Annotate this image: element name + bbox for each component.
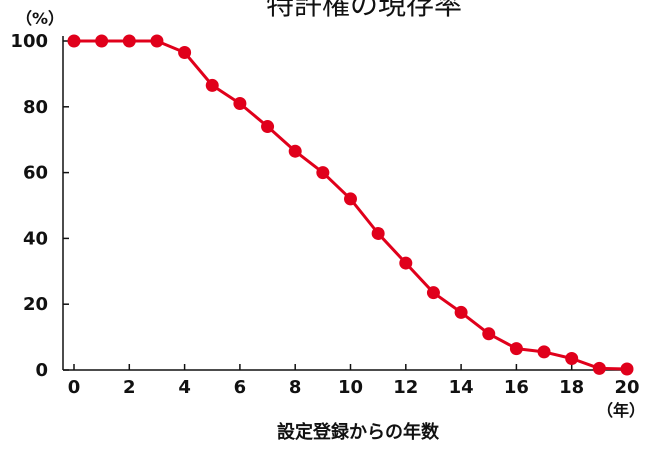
data-point — [233, 97, 247, 111]
data-point — [592, 361, 606, 375]
y-axis-unit: （%） — [16, 9, 64, 28]
data-point — [67, 34, 81, 48]
data-point — [316, 166, 330, 180]
data-point — [620, 362, 634, 376]
data-point — [537, 345, 551, 359]
y-tick-label: 0 — [35, 360, 48, 381]
data-point — [426, 286, 440, 300]
data-point — [509, 342, 523, 356]
x-tick-label: 14 — [449, 377, 474, 398]
data-point — [482, 327, 496, 341]
data-point — [95, 34, 109, 48]
x-tick-label: 4 — [178, 377, 191, 398]
y-tick-label: 20 — [23, 294, 48, 315]
x-axis-unit: （年） — [597, 401, 645, 420]
axes — [62, 36, 632, 371]
x-tick-label: 2 — [123, 377, 136, 398]
x-tick-label: 12 — [393, 377, 418, 398]
x-tick-label: 16 — [504, 377, 529, 398]
x-tick-label: 8 — [289, 377, 302, 398]
x-tick-label: 20 — [614, 377, 639, 398]
data-point — [261, 120, 275, 134]
y-tick-label: 60 — [23, 163, 48, 184]
data-point — [288, 144, 302, 158]
data-point — [454, 305, 468, 319]
x-tick-label: 10 — [338, 377, 363, 398]
data-point — [399, 256, 413, 270]
x-tick-label: 0 — [68, 377, 81, 398]
ticks: 0 20 40 60 80 100 0 2 4 6 8 10 12 14 16 18 20 — [10, 31, 639, 398]
y-tick-label: 40 — [23, 228, 48, 249]
y-tick-label: 100 — [10, 31, 48, 52]
y-tick-label: 80 — [23, 97, 48, 118]
data-point — [344, 192, 357, 206]
data-point — [150, 34, 164, 48]
chart-title: 特許権の現存率 — [266, 0, 462, 21]
data-point — [565, 351, 579, 365]
x-tick-label: 6 — [234, 377, 247, 398]
data-point — [371, 226, 385, 240]
x-axis-label: 設定登録からの年数 — [277, 421, 440, 443]
data-point — [205, 78, 219, 92]
data-point — [122, 34, 136, 48]
series-layer — [67, 34, 634, 376]
data-point — [178, 46, 192, 60]
x-tick-label: 18 — [559, 377, 584, 398]
